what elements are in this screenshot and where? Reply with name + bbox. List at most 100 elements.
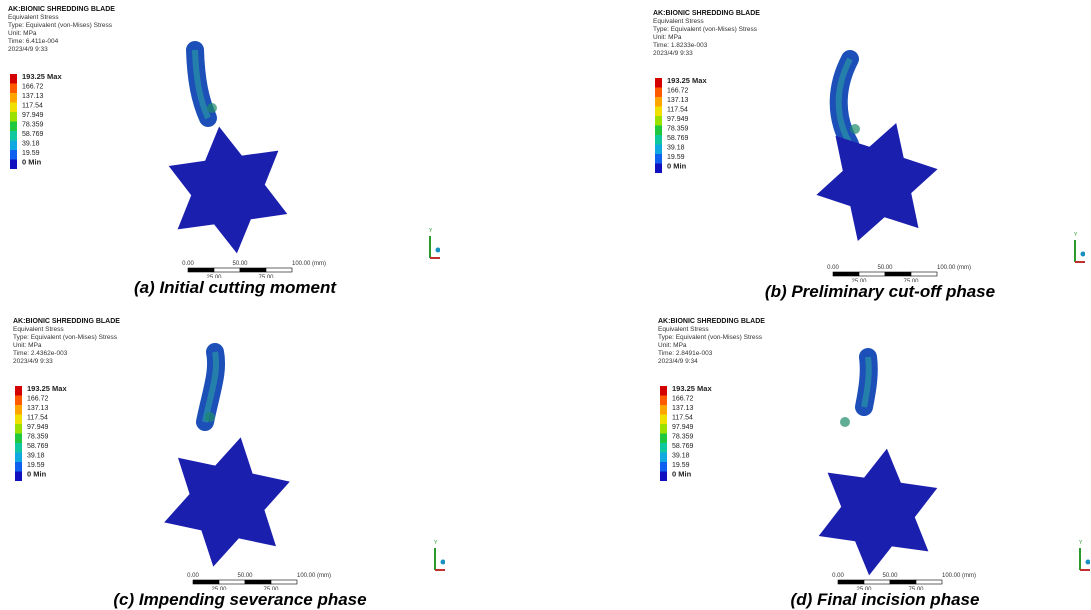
triad-z	[436, 248, 441, 253]
legend-label: 137.13	[672, 405, 694, 412]
legend-label: 97.949	[22, 112, 44, 119]
scale-label: 0.00	[182, 261, 194, 267]
scale-label: 100.00 (mm)	[942, 573, 976, 579]
caption: (a) Initial cutting moment	[0, 278, 470, 298]
scale-bar	[890, 580, 916, 584]
scale-bar	[219, 580, 245, 584]
colorbar-cell	[660, 405, 667, 415]
header-line: AK:BIONIC SHREDDING BLADE	[658, 318, 765, 326]
page: 193.25 Max 166.72 137.13 117.54 97.949 78.359…	[0, 0, 1091, 610]
scale-bar	[838, 580, 864, 584]
caption: (b) Preliminary cut-off phase	[645, 282, 1091, 302]
legend-label: 0 Min	[27, 470, 47, 479]
colorbar-cell	[15, 405, 22, 415]
legend-label: 39.18	[27, 453, 45, 460]
colorbar-cell	[15, 462, 22, 472]
colorbar-cell	[15, 424, 22, 434]
legend-label: 19.59	[667, 154, 685, 161]
legend-label: 0 Min	[22, 158, 42, 167]
colorbar-cell	[660, 453, 667, 463]
legend-label: 19.59	[27, 462, 45, 469]
scale-bar	[266, 268, 292, 272]
header-line: 2023/4/9 9:33	[8, 46, 115, 54]
legend-label: 193.25 Max	[27, 384, 67, 393]
legend-label: 117.54	[22, 103, 43, 110]
scale-bar	[911, 272, 937, 276]
scale-bar	[833, 272, 859, 276]
panel: 193.25 Max166.72137.13117.5497.94978.359…	[645, 4, 1085, 302]
rotor-star	[169, 127, 288, 254]
contact-zone	[207, 103, 217, 113]
colorbar-cell	[15, 434, 22, 444]
legend-label: 58.769	[27, 443, 49, 450]
colorbar-cell	[10, 103, 17, 113]
legend-label: 166.72	[672, 396, 694, 403]
header-line: Equivalent Stress	[13, 326, 120, 334]
legend-label: 193.25 Max	[22, 72, 62, 81]
legend-label: 97.949	[667, 116, 689, 123]
legend-label: 0 Min	[667, 162, 687, 171]
legend-label: 97.949	[27, 424, 49, 431]
header-line: Unit: MPa	[653, 34, 760, 42]
scale-bar	[188, 268, 214, 272]
colorbar-cell	[655, 97, 662, 107]
colorbar-cell	[660, 434, 667, 444]
rotor-star	[819, 449, 938, 576]
header-line: Unit: MPa	[8, 30, 115, 38]
contact-zone	[840, 417, 850, 427]
header-line: 2023/4/9 9:34	[658, 358, 765, 366]
colorbar-cell	[15, 453, 22, 463]
colorbar-cell	[10, 93, 17, 103]
legend-label: 78.359	[667, 126, 689, 133]
header-line: 2023/4/9 9:33	[13, 358, 120, 366]
header-line: Time: 2.8491e-003	[658, 350, 765, 358]
legend-label: 193.25 Max	[672, 384, 712, 393]
header-line: Unit: MPa	[658, 342, 765, 350]
colorbar-cell	[10, 84, 17, 94]
legend-label: 58.769	[667, 135, 689, 142]
header-line: Type: Equivalent (von-Mises) Stress	[658, 334, 765, 342]
colorbar-cell	[655, 126, 662, 136]
colorbar-cell	[655, 135, 662, 145]
legend-label: 166.72	[27, 396, 49, 403]
legend-label: 137.13	[27, 405, 49, 412]
rotor-star	[816, 123, 937, 241]
header-line: Equivalent Stress	[653, 18, 760, 26]
scale-bar	[885, 272, 911, 276]
header-line: Unit: MPa	[13, 342, 120, 350]
header-line: 2023/4/9 9:33	[653, 50, 760, 58]
header-line: Type: Equivalent (von-Mises) Stress	[653, 26, 760, 34]
header-line: Time: 1.8233e-003	[653, 42, 760, 50]
legend-label: 0 Min	[672, 470, 692, 479]
colorbar-cell	[655, 145, 662, 155]
scale-label: 0.00	[187, 573, 199, 579]
colorbar-cell	[660, 443, 667, 453]
colorbar-cell	[10, 122, 17, 132]
header-line: Equivalent Stress	[658, 326, 765, 334]
colorbar-cell	[10, 131, 17, 141]
legend-label: 166.72	[667, 88, 689, 95]
contact-zone	[850, 124, 860, 134]
colorbar-cell	[15, 472, 22, 482]
legend-label: 137.13	[22, 93, 44, 100]
header-line: AK:BIONIC SHREDDING BLADE	[653, 10, 760, 18]
caption: (d) Final incision phase	[650, 590, 1091, 610]
scale-bar	[271, 580, 297, 584]
triad-z	[1081, 252, 1086, 257]
legend-label: 97.949	[672, 424, 694, 431]
header-line: Type: Equivalent (von-Mises) Stress	[8, 22, 115, 30]
legend-label: 117.54	[27, 415, 48, 422]
header-line: Equivalent Stress	[8, 14, 115, 22]
colorbar-cell	[660, 386, 667, 396]
colorbar-cell	[660, 396, 667, 406]
header-line: AK:BIONIC SHREDDING BLADE	[8, 6, 115, 14]
colorbar-cell	[15, 396, 22, 406]
legend-label: 78.359	[22, 122, 44, 129]
legend-label: 58.769	[22, 131, 44, 138]
header-line: Type: Equivalent (von-Mises) Stress	[13, 334, 120, 342]
legend-label: 117.54	[667, 107, 688, 114]
legend-label: 19.59	[22, 150, 40, 157]
